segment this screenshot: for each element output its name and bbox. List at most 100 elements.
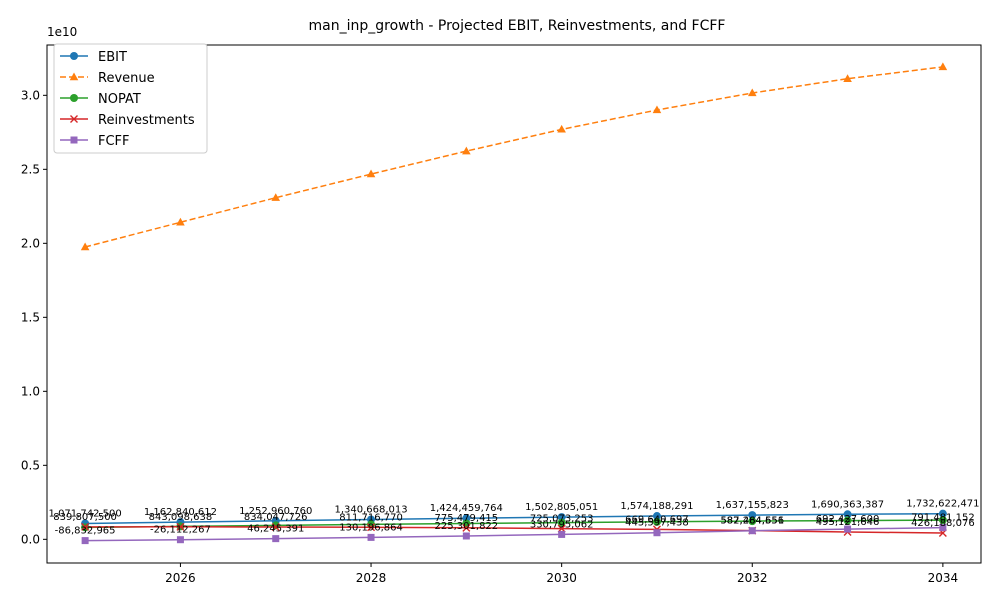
data-point-ebit xyxy=(748,511,757,520)
data-point-fcff xyxy=(748,527,756,535)
data-label-reinvestments: 775,479,415 xyxy=(435,513,499,524)
data-label-ebit: 1,162,840,612 xyxy=(144,507,217,518)
legend: EBIT Revenue NOPAT Reinvestments FCFF xyxy=(53,43,208,154)
data-point-nopat xyxy=(938,516,947,525)
y-tick-label: 0.5 xyxy=(21,458,40,472)
data-point-fcff xyxy=(462,532,470,540)
y-tick-label: 2.0 xyxy=(21,236,40,250)
data-label-fcff: 225,301,822 xyxy=(435,521,499,532)
data-point-fcff xyxy=(367,533,375,541)
data-point-reinvestments xyxy=(462,523,471,532)
data-point-fcff xyxy=(939,524,947,532)
legend-label-reinvestments: Reinvestments xyxy=(98,113,195,128)
data-point-reinvestments xyxy=(81,522,90,531)
legend-label-fcff: FCFF xyxy=(98,134,130,149)
data-label-fcff: 445,597,438 xyxy=(625,518,689,529)
data-label-ebit: 1,252,960,760 xyxy=(239,506,312,517)
data-label-reinvestments: 834,047,726 xyxy=(244,512,308,523)
data-label-fcff: -86,832,965 xyxy=(55,526,116,537)
series-line-revenue xyxy=(84,66,943,248)
data-label-ebit: 1,340,668,013 xyxy=(334,504,407,515)
data-point-nopat xyxy=(557,518,566,527)
data-point-nopat xyxy=(367,520,376,529)
data-point-fcff xyxy=(81,537,89,545)
data-label-fcff: 791,481,152 xyxy=(911,513,975,524)
data-point-fcff xyxy=(176,536,184,544)
data-label-fcff: 46,245,391 xyxy=(247,524,304,535)
legend-marker-nopat xyxy=(70,94,78,102)
y-tick-label: 1.0 xyxy=(21,384,40,398)
data-point-reinvestments xyxy=(367,523,376,532)
data-label-reinvestments: 839,807,500 xyxy=(53,512,117,523)
data-point-revenue xyxy=(366,169,376,178)
y-tick-label: 2.5 xyxy=(21,162,40,176)
data-label-ebit: 1,637,155,823 xyxy=(716,500,789,511)
series-line-ebit xyxy=(85,512,943,525)
data-point-revenue xyxy=(271,193,281,201)
y-axis-offset-label: 1e10 xyxy=(47,25,77,39)
x-tick-label: 2034 xyxy=(928,571,959,585)
data-point-fcff xyxy=(653,529,661,537)
data-point-fcff xyxy=(272,535,280,543)
data-label-ebit: 1,424,459,764 xyxy=(430,503,503,514)
legend-marker-fcff xyxy=(70,136,78,144)
data-point-revenue xyxy=(652,105,662,114)
data-point-ebit xyxy=(938,509,947,518)
data-label-ebit: 1,690,363,387 xyxy=(811,499,884,510)
data-point-reinvestments xyxy=(271,522,280,531)
data-point-ebit xyxy=(652,512,661,521)
data-point-revenue xyxy=(843,74,852,82)
data-point-reinvestments xyxy=(557,524,566,533)
x-tick-label: 2026 xyxy=(165,571,196,585)
data-label-fcff: -26,112,267 xyxy=(150,525,211,536)
data-point-fcff xyxy=(844,525,852,533)
legend-label-ebit: EBIT xyxy=(98,50,127,65)
data-label-fcff: 692,427,600 xyxy=(816,514,880,525)
data-label-reinvestments: 587,264,651 xyxy=(720,516,784,527)
legend-marker-reinvestments xyxy=(70,115,78,123)
data-point-fcff xyxy=(558,530,566,538)
data-label-fcff: 330,795,062 xyxy=(530,519,594,530)
y-tick-label: 3.0 xyxy=(21,88,40,102)
data-point-revenue xyxy=(747,88,757,97)
data-label-fcff: 582,484,556 xyxy=(720,516,784,527)
data-label-reinvestments: 495,121,646 xyxy=(816,517,880,528)
data-point-ebit xyxy=(843,510,852,519)
data-label-reinvestments: 725,073,253 xyxy=(530,514,594,525)
plot-area: 2026 2028 2030 2032 2034 0.0 0.5 1.0 1.5 2.0 2.5 3.… xyxy=(21,62,979,585)
legend-frame xyxy=(53,43,208,154)
data-point-revenue xyxy=(462,146,471,155)
data-label-ebit: 1,732,622,471 xyxy=(906,499,979,510)
data-label-ebit: 1,574,188,291 xyxy=(620,501,693,512)
data-label-reinvestments: 843,098,638 xyxy=(149,512,213,523)
data-point-nopat xyxy=(652,517,661,526)
data-point-nopat xyxy=(748,517,757,526)
legend-label-revenue: Revenue xyxy=(98,71,155,86)
series-line-nopat xyxy=(85,519,943,529)
data-label-reinvestments: 811,716,770 xyxy=(339,512,403,523)
data-point-revenue xyxy=(557,124,566,133)
data-label-ebit: 1,071,742,500 xyxy=(49,508,122,519)
data-point-revenue xyxy=(176,217,185,226)
data-point-revenue xyxy=(80,242,90,251)
y-tick-label: 0.0 xyxy=(21,532,40,546)
data-label-reinvestments: 669,640,697 xyxy=(625,514,689,525)
series-line-fcff xyxy=(85,526,943,542)
series-line-reinvestments xyxy=(85,526,943,534)
chart-title: man_inp_growth - Projected EBIT, Reinves… xyxy=(309,18,726,34)
x-tick-label: 2030 xyxy=(546,571,577,585)
legend-marker-ebit xyxy=(70,52,78,60)
axes-frame xyxy=(46,44,982,564)
data-label-fcff: 130,196,864 xyxy=(339,522,403,533)
legend-marker-revenue xyxy=(69,72,79,81)
data-point-ebit xyxy=(557,513,566,522)
data-label-reinvestments: 426,188,076 xyxy=(911,518,975,529)
data-point-reinvestments xyxy=(176,522,185,531)
x-tick-label: 2028 xyxy=(356,571,387,585)
legend-label-nopat: NOPAT xyxy=(98,92,141,107)
x-tick-label: 2032 xyxy=(737,571,768,585)
data-point-revenue xyxy=(938,62,948,71)
data-point-nopat xyxy=(843,516,852,525)
data-label-ebit: 1,502,805,051 xyxy=(525,502,598,513)
